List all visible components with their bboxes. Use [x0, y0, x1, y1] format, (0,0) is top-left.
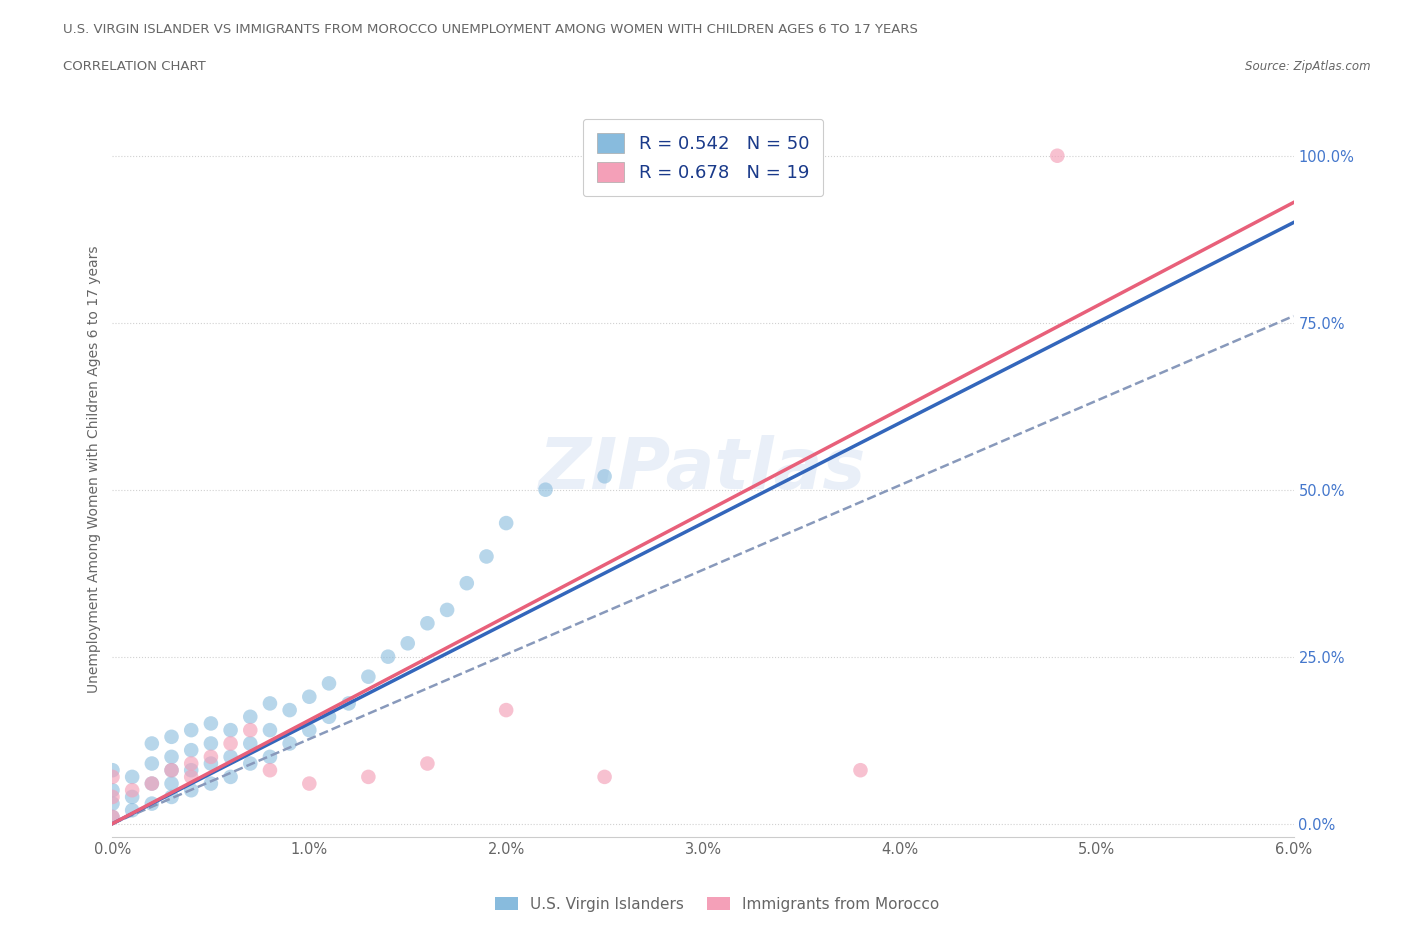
Point	[200, 750, 222, 764]
Point	[160, 729, 183, 744]
Point	[200, 716, 222, 731]
Point	[259, 750, 281, 764]
Point	[121, 783, 143, 798]
Point	[219, 736, 242, 751]
Point	[141, 777, 163, 791]
Point	[239, 756, 262, 771]
Point	[278, 703, 301, 718]
Point	[160, 763, 183, 777]
Point	[160, 763, 183, 777]
Point	[259, 696, 281, 711]
Point	[101, 796, 124, 811]
Point	[278, 736, 301, 751]
Point	[121, 790, 143, 804]
Point	[101, 809, 124, 824]
Point	[141, 736, 163, 751]
Point	[121, 769, 143, 784]
Point	[180, 763, 202, 777]
Point	[416, 756, 439, 771]
Point	[298, 723, 321, 737]
Point	[239, 723, 262, 737]
Point	[298, 777, 321, 791]
Point	[219, 723, 242, 737]
Point	[180, 783, 202, 798]
Point	[200, 756, 222, 771]
Point	[141, 777, 163, 791]
Point	[180, 723, 202, 737]
Point	[416, 616, 439, 631]
Point	[101, 769, 124, 784]
Point	[1046, 148, 1069, 163]
Point	[849, 763, 872, 777]
Point	[357, 670, 380, 684]
Point	[101, 790, 124, 804]
Point	[593, 769, 616, 784]
Point	[219, 750, 242, 764]
Point	[141, 796, 163, 811]
Point	[534, 483, 557, 498]
Point	[239, 710, 262, 724]
Point	[318, 710, 340, 724]
Point	[160, 777, 183, 791]
Point	[101, 783, 124, 798]
Point	[180, 769, 202, 784]
Point	[200, 736, 222, 751]
Point	[298, 689, 321, 704]
Point	[160, 790, 183, 804]
Point	[495, 703, 517, 718]
Point	[180, 743, 202, 758]
Text: CORRELATION CHART: CORRELATION CHART	[63, 60, 207, 73]
Point	[377, 649, 399, 664]
Point	[180, 756, 202, 771]
Point	[318, 676, 340, 691]
Point	[259, 763, 281, 777]
Legend: R = 0.542   N = 50, R = 0.678   N = 19: R = 0.542 N = 50, R = 0.678 N = 19	[582, 119, 824, 196]
Point	[337, 696, 360, 711]
Point	[141, 756, 163, 771]
Y-axis label: Unemployment Among Women with Children Ages 6 to 17 years: Unemployment Among Women with Children A…	[87, 246, 101, 694]
Point	[475, 549, 498, 564]
Point	[593, 469, 616, 484]
Text: U.S. VIRGIN ISLANDER VS IMMIGRANTS FROM MOROCCO UNEMPLOYMENT AMONG WOMEN WITH CH: U.S. VIRGIN ISLANDER VS IMMIGRANTS FROM …	[63, 23, 918, 36]
Point	[495, 515, 517, 530]
Point	[219, 769, 242, 784]
Point	[200, 777, 222, 791]
Point	[396, 636, 419, 651]
Text: ZIPatlas: ZIPatlas	[540, 435, 866, 504]
Point	[456, 576, 478, 591]
Point	[436, 603, 458, 618]
Point	[160, 750, 183, 764]
Point	[121, 803, 143, 817]
Point	[239, 736, 262, 751]
Point	[259, 723, 281, 737]
Point	[101, 809, 124, 824]
Text: Source: ZipAtlas.com: Source: ZipAtlas.com	[1246, 60, 1371, 73]
Point	[101, 763, 124, 777]
Point	[357, 769, 380, 784]
Legend: U.S. Virgin Islanders, Immigrants from Morocco: U.S. Virgin Islanders, Immigrants from M…	[489, 890, 945, 918]
